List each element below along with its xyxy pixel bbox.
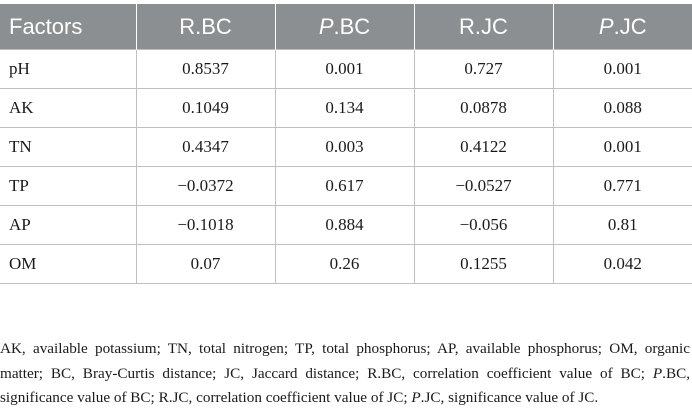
- value-cell: −0.0527: [413, 166, 553, 206]
- value-cell: 0.001: [274, 49, 414, 89]
- table-row: AK 0.1049 0.134 0.0878 0.088: [0, 88, 692, 128]
- value-cell: 0.042: [552, 244, 692, 284]
- value-cell: 0.727: [413, 49, 553, 89]
- data-table: Factors R.BC P.BC R.JC P.JC pH 0.8537 0.001 0.7…: [0, 4, 692, 284]
- column-header: R.BC: [135, 4, 275, 50]
- value-cell: 0.26: [274, 244, 414, 284]
- value-cell: 0.617: [274, 166, 414, 206]
- value-cell: 0.884: [274, 205, 414, 245]
- table-row: AP −0.1018 0.884 −0.056 0.81: [0, 205, 692, 245]
- value-cell: 0.003: [274, 127, 414, 167]
- factor-cell: pH: [0, 49, 136, 89]
- value-cell: 0.001: [552, 127, 692, 167]
- column-header-italic: P: [318, 13, 334, 39]
- value-cell: −0.1018: [135, 205, 275, 245]
- footnote-italic2: P: [411, 389, 421, 407]
- value-cell: 0.001: [552, 49, 692, 89]
- factor-cell: AP: [0, 205, 136, 245]
- value-cell: 0.0878: [413, 88, 553, 128]
- column-header-italic: P: [598, 13, 614, 39]
- value-cell: 0.134: [274, 88, 414, 128]
- table-row: OM 0.07 0.26 0.1255 0.042: [0, 244, 692, 284]
- footnote-part3: .JC, significance value of JC.: [420, 389, 599, 407]
- table-row: TN 0.4347 0.003 0.4122 0.001: [0, 127, 692, 167]
- table-header: Factors R.BC P.BC R.JC P.JC: [0, 4, 692, 50]
- value-cell: −0.056: [413, 205, 553, 245]
- footnote-part2: .BC, significance value of BC; R.JC, cor…: [0, 364, 690, 407]
- column-header-rest: .JC: [613, 13, 647, 39]
- table-row: pH 0.8537 0.001 0.727 0.001: [0, 49, 692, 89]
- factor-cell: TN: [0, 127, 136, 167]
- column-header: P.JC: [552, 4, 692, 50]
- factor-cell: OM: [0, 244, 136, 284]
- table-footnote: AK, available potassium; TN, total nitro…: [0, 337, 690, 411]
- value-cell: 0.088: [552, 88, 692, 128]
- footnote-italic1: P: [652, 364, 663, 382]
- value-cell: 0.81: [552, 205, 692, 245]
- value-cell: 0.8537: [135, 49, 275, 89]
- value-cell: 0.1255: [413, 244, 553, 284]
- table-row: TP −0.0372 0.617 −0.0527 0.771: [0, 166, 692, 206]
- column-header: Factors: [0, 4, 136, 50]
- column-header: R.JC: [413, 4, 553, 50]
- column-header-prefix: R.JC: [459, 13, 508, 39]
- column-header-rest: .BC: [333, 13, 371, 39]
- column-header: P.BC: [274, 4, 414, 50]
- footnote-part1: AK, available potassium; TN, total nitro…: [0, 340, 690, 382]
- value-cell: 0.4347: [135, 127, 275, 167]
- factor-cell: TP: [0, 166, 136, 206]
- table-body: pH 0.8537 0.001 0.727 0.001 AK 0.1049 0.134 0.08…: [0, 49, 692, 284]
- value-cell: 0.771: [552, 166, 692, 206]
- factor-cell: AK: [0, 88, 136, 128]
- value-cell: −0.0372: [135, 166, 275, 206]
- value-cell: 0.4122: [413, 127, 553, 167]
- header-row: Factors R.BC P.BC R.JC P.JC: [0, 4, 692, 50]
- value-cell: 0.07: [135, 244, 275, 284]
- column-header-prefix: R.BC: [179, 13, 232, 39]
- column-header-rest: Factors: [9, 13, 83, 39]
- value-cell: 0.1049: [135, 88, 275, 128]
